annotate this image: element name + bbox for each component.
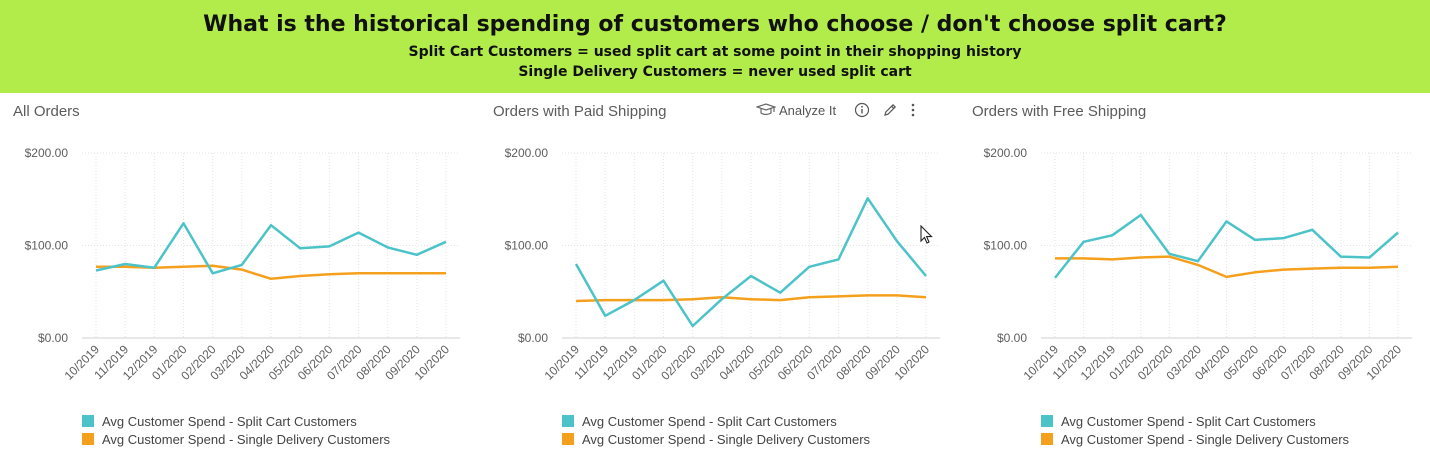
chart-panel-all-orders: All Orders $0.00 $100.00 $200.00 10/2019 11/… [0, 93, 478, 469]
chart-legend: Avg Customer Spend - Split Cart Customer… [82, 412, 390, 448]
analyze-it-label: Analyze It [779, 102, 837, 118]
legend-item-split[interactable]: Avg Customer Spend - Split Cart Customer… [562, 412, 870, 430]
y-tick-label: $0.00 [38, 331, 68, 345]
legend-swatch-single [562, 433, 574, 445]
legend-label-single: Avg Customer Spend - Single Delivery Cus… [102, 431, 391, 447]
legend-item-single[interactable]: Avg Customer Spend - Single Delivery Cus… [1041, 430, 1349, 448]
legend-swatch-split [562, 415, 574, 427]
single-delivery-line[interactable] [1055, 255, 1399, 279]
analyze-it-button[interactable]: Analyze It [756, 103, 836, 118]
pencil-icon [884, 103, 897, 116]
legend-swatch-split [1041, 415, 1053, 427]
y-tick-label: $0.00 [997, 331, 1027, 345]
line-chart: $0.00$100.00$200.0010/201911/201912/2019… [25, 146, 460, 383]
legend-item-single[interactable]: Avg Customer Spend - Single Delivery Cus… [562, 430, 870, 448]
chart-title: Orders with Paid Shipping [493, 103, 667, 120]
legend-item-single[interactable]: Avg Customer Spend - Single Delivery Cus… [82, 430, 390, 448]
chart-title: All Orders [13, 103, 80, 120]
split-cart-line[interactable] [1054, 213, 1399, 279]
subtitle-split-cart: Split Cart Customers = used split cart a… [408, 44, 1022, 60]
chart-title: Orders with Free Shipping [972, 103, 1147, 120]
y-tick-label: $100.00 [984, 239, 1028, 253]
y-tick-label: $200.00 [505, 146, 549, 160]
legend-swatch-split [82, 415, 94, 427]
legend-item-split[interactable]: Avg Customer Spend - Split Cart Customer… [1041, 412, 1349, 430]
mouse-pointer-icon [920, 225, 933, 244]
chart-legend: Avg Customer Spend - Split Cart Customer… [562, 412, 870, 448]
edit-button[interactable] [882, 102, 898, 118]
graduation-cap-icon [756, 103, 776, 116]
line-chart: $0.00$100.00$200.0010/201911/201912/2019… [984, 146, 1412, 383]
page-title: What is the historical spending of custo… [203, 12, 1227, 37]
more-vertical-icon [911, 103, 915, 117]
legend-label-split: Avg Customer Spend - Split Cart Customer… [582, 413, 837, 429]
more-options-button[interactable] [910, 102, 916, 118]
chart-legend: Avg Customer Spend - Split Cart Customer… [1041, 412, 1349, 448]
chart-panel-paid-shipping: Orders with Paid Shipping Analyze It [480, 93, 958, 469]
legend-swatch-single [82, 433, 94, 445]
legend-item-split[interactable]: Avg Customer Spend - Split Cart Customer… [82, 412, 390, 430]
y-tick-label: $200.00 [984, 146, 1028, 160]
line-chart: $0.00$100.00$200.0010/201911/201912/2019… [505, 146, 940, 383]
info-button[interactable] [854, 102, 870, 118]
info-icon [854, 102, 870, 118]
y-tick-label: $100.00 [25, 239, 69, 253]
header-banner: What is the historical spending of custo… [0, 0, 1430, 93]
y-tick-label: $200.00 [25, 146, 69, 160]
chart-toolbar: Analyze It [756, 102, 928, 118]
y-tick-label: $0.00 [518, 331, 548, 345]
y-tick-label: $100.00 [505, 239, 549, 253]
legend-label-single: Avg Customer Spend - Single Delivery Cus… [582, 431, 871, 447]
chart-panel-free-shipping: Orders with Free Shipping $0.00 $100.00 $2… [959, 93, 1430, 469]
legend-label-single: Avg Customer Spend - Single Delivery Cus… [1061, 431, 1350, 447]
split-cart-line[interactable] [95, 222, 447, 275]
legend-label-split: Avg Customer Spend - Split Cart Customer… [102, 413, 357, 429]
legend-label-split: Avg Customer Spend - Split Cart Customer… [1061, 413, 1316, 429]
legend-swatch-single [1041, 433, 1053, 445]
split-cart-line[interactable] [574, 197, 927, 328]
subtitle-single-delivery: Single Delivery Customers = never used s… [518, 64, 912, 80]
